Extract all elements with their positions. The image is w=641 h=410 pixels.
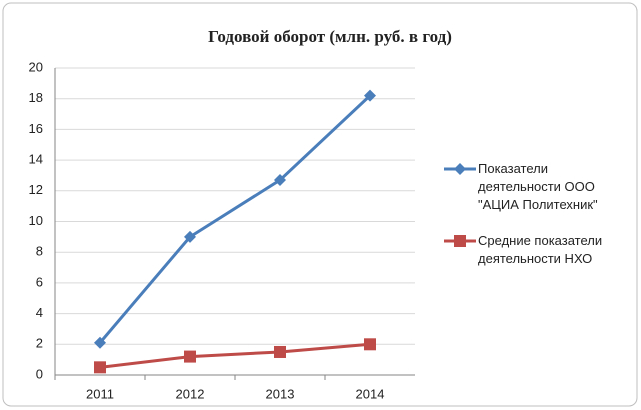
marker	[454, 163, 466, 175]
marker	[94, 336, 106, 349]
legend: Показатели деятельности ООО "АЦИА Полите…	[442, 160, 632, 286]
legend-label: Средние показатели деятельности НХО	[478, 233, 603, 266]
series-line	[99, 342, 371, 369]
y-tick-label: 14	[29, 152, 43, 167]
chart-title: Годовой оборот (млн. руб. в год)	[208, 27, 452, 46]
x-tick-label: 2012	[176, 386, 205, 401]
y-tick-label: 20	[29, 59, 43, 74]
y-tick-label: 16	[29, 121, 43, 136]
y-tick-label: 18	[29, 90, 43, 105]
y-tick-label: 2	[36, 336, 43, 351]
marker	[364, 338, 376, 351]
legend-label: Показатели деятельности ООО "АЦИА Полите…	[478, 161, 598, 212]
y-tick-label: 4	[36, 305, 43, 320]
marker	[364, 89, 376, 102]
x-tick-label: 2014	[356, 386, 385, 401]
marker	[184, 350, 196, 363]
y-tick-label: 12	[29, 182, 43, 197]
series-line	[98, 94, 372, 344]
y-tick-label: 6	[36, 274, 43, 289]
legend-icon	[444, 163, 476, 175]
legend-entry: Показатели деятельности ООО "АЦИА Полите…	[442, 160, 632, 214]
y-tick-label: 8	[36, 244, 43, 259]
marker	[184, 230, 196, 243]
marker	[274, 174, 286, 187]
marker	[94, 361, 106, 374]
y-tick-label: 0	[36, 366, 43, 381]
legend-entry: Средние показатели деятельности НХО	[442, 232, 632, 268]
legend-icon	[444, 235, 476, 247]
y-tick-label: 10	[29, 213, 43, 228]
x-tick-label: 2011	[86, 386, 114, 401]
x-tick-label: 2013	[266, 386, 295, 401]
marker	[274, 345, 286, 358]
marker	[454, 235, 466, 247]
